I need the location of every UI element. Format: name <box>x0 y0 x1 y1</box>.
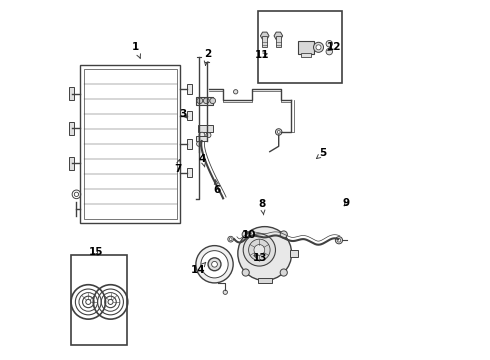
Text: 2: 2 <box>204 49 211 65</box>
Text: 14: 14 <box>191 262 206 275</box>
Bar <box>196 97 214 105</box>
Circle shape <box>326 48 333 55</box>
Text: 1: 1 <box>132 42 141 58</box>
Text: 11: 11 <box>255 50 270 60</box>
Text: 4: 4 <box>199 154 206 167</box>
Circle shape <box>229 238 232 240</box>
Circle shape <box>243 234 275 266</box>
Circle shape <box>196 246 233 283</box>
Circle shape <box>280 231 287 238</box>
Bar <box>290 250 298 257</box>
Bar <box>69 122 74 135</box>
Bar <box>276 36 281 47</box>
Circle shape <box>196 141 201 147</box>
Circle shape <box>277 131 280 134</box>
Bar <box>198 125 213 131</box>
Text: 10: 10 <box>242 230 257 239</box>
Text: 15: 15 <box>89 247 103 257</box>
Bar <box>187 84 192 94</box>
Bar <box>262 36 267 47</box>
Bar <box>80 65 180 223</box>
Circle shape <box>203 98 209 104</box>
Circle shape <box>242 231 249 238</box>
Bar <box>187 111 192 120</box>
Text: 5: 5 <box>317 148 327 159</box>
Circle shape <box>228 236 234 242</box>
Text: 7: 7 <box>174 159 181 174</box>
Text: 3: 3 <box>180 109 187 119</box>
Bar <box>258 12 342 83</box>
Bar <box>69 157 74 170</box>
Bar <box>196 136 207 141</box>
Circle shape <box>197 98 203 104</box>
Circle shape <box>316 45 321 50</box>
Circle shape <box>210 98 216 104</box>
Bar <box>187 139 192 149</box>
Bar <box>71 255 126 345</box>
Circle shape <box>337 238 341 242</box>
Text: 9: 9 <box>343 198 350 208</box>
Text: 6: 6 <box>214 180 220 195</box>
Text: 8: 8 <box>259 199 266 215</box>
Circle shape <box>234 90 238 94</box>
Polygon shape <box>274 32 283 40</box>
Circle shape <box>326 41 333 47</box>
Circle shape <box>314 42 323 52</box>
Text: 13: 13 <box>253 253 268 263</box>
Circle shape <box>212 261 218 267</box>
Bar <box>300 53 311 57</box>
Circle shape <box>335 237 343 244</box>
Bar <box>298 41 314 54</box>
Circle shape <box>248 239 270 261</box>
Circle shape <box>206 132 211 138</box>
Circle shape <box>242 269 249 276</box>
Polygon shape <box>260 32 269 40</box>
Circle shape <box>254 244 265 255</box>
Circle shape <box>208 258 221 271</box>
Bar <box>258 278 272 283</box>
Circle shape <box>275 129 282 135</box>
Circle shape <box>201 251 228 278</box>
Circle shape <box>238 226 292 280</box>
Bar <box>84 69 177 220</box>
Circle shape <box>280 269 287 276</box>
Bar <box>187 168 192 177</box>
Circle shape <box>223 290 227 294</box>
Circle shape <box>199 132 205 138</box>
Bar <box>69 87 74 100</box>
Text: 12: 12 <box>327 42 341 51</box>
